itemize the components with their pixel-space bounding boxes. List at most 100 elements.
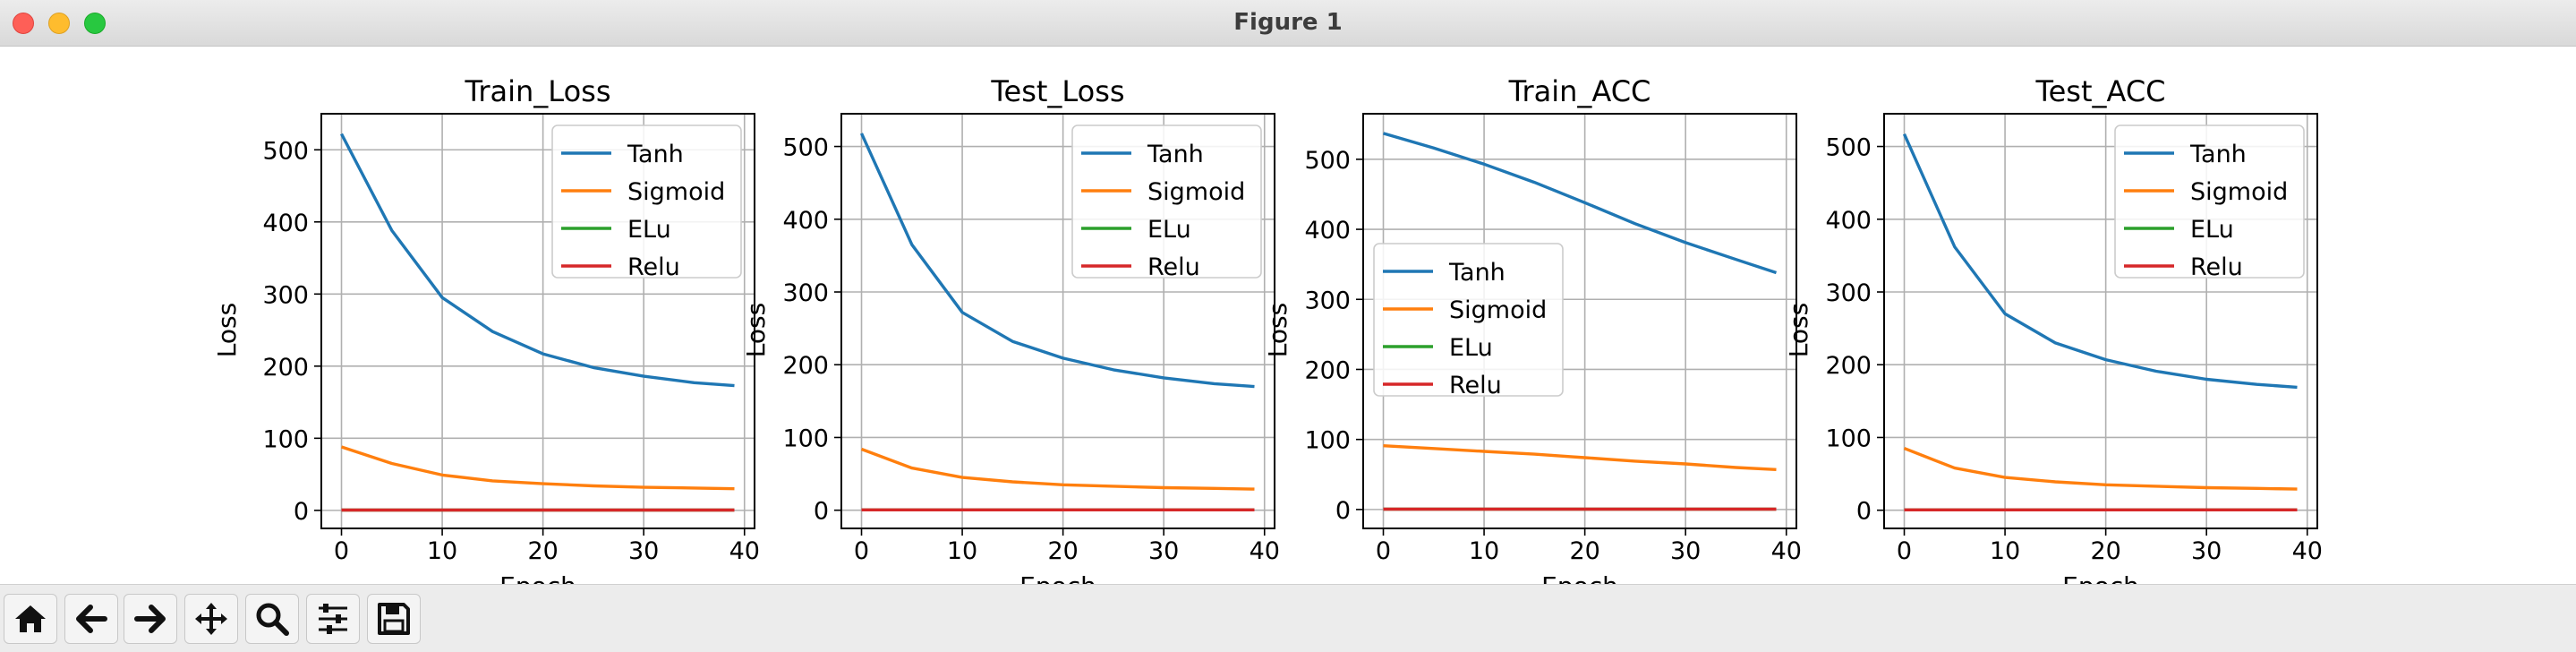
y-tick-label: 0: [294, 498, 309, 526]
y-tick-label: 100: [1304, 427, 1351, 455]
y-tick-label: 200: [1825, 352, 1872, 380]
y-tick-label: 400: [782, 207, 829, 235]
y-tick-label: 200: [782, 352, 829, 380]
x-tick-label: 0: [334, 537, 349, 565]
series-line-tanh: [1902, 133, 2298, 390]
legend-label-sigmoid: Sigmoid: [2190, 178, 2288, 206]
x-tick-label: 30: [628, 537, 659, 565]
magnifier-icon: [256, 603, 289, 636]
x-tick-label: 40: [2292, 537, 2323, 565]
legend-label-tanh: Tanh: [627, 141, 684, 168]
axes-frame: [1883, 113, 2318, 529]
x-tick-label: 20: [2090, 537, 2120, 565]
x-axis-label: Epoch: [2062, 571, 2139, 584]
legend: Tanh Sigmoid ELu Relu: [551, 124, 742, 281]
legend-label-elu: ELu: [627, 216, 671, 244]
floppy-disk-icon: [378, 603, 410, 635]
x-axis-label: Epoch: [499, 571, 576, 584]
y-tick-label: 400: [262, 210, 309, 237]
x-tick-label: 30: [1670, 537, 1701, 565]
minimize-window-button[interactable]: [48, 13, 70, 34]
sliders-icon: [319, 604, 347, 634]
maximize-window-button[interactable]: [84, 13, 106, 34]
legend-label-relu: Relu: [1449, 372, 1502, 399]
legend-label-relu: Relu: [1147, 253, 1200, 281]
series-line-tanh: [859, 133, 1255, 389]
x-tick-label: 30: [2191, 537, 2222, 565]
x-axis-label: Epoch: [1019, 571, 1096, 584]
home-icon: [15, 605, 46, 632]
series-line-sigmoid: [860, 447, 1255, 491]
x-tick-label: 0: [1376, 537, 1391, 565]
navigation-toolbar: [0, 584, 2576, 652]
arrow-left-icon: [76, 605, 107, 633]
legend-box: [1373, 243, 1564, 397]
x-axis-label: Epoch: [1541, 571, 1618, 584]
y-tick-label: 200: [262, 354, 309, 382]
configure-subplots-button[interactable]: [306, 594, 360, 644]
y-tick-label: 300: [262, 281, 309, 309]
legend-label-tanh: Tanh: [2189, 141, 2247, 168]
legend-label-tanh: Tanh: [1147, 141, 1204, 168]
y-tick-label: 0: [814, 498, 829, 526]
axes-frame: [320, 113, 755, 529]
y-tick-label: 100: [262, 425, 309, 453]
y-axis-label: Loss: [1784, 303, 1813, 357]
close-window-button[interactable]: [13, 13, 34, 34]
legend-label-elu: ELu: [2190, 216, 2234, 244]
x-tick-label: 40: [1771, 537, 1802, 565]
subplot-test-acc: 0102030400100200300400500Test_ACCEpochLo…: [1784, 74, 2323, 584]
y-tick-label: 500: [262, 137, 309, 165]
y-tick-label: 0: [1856, 498, 1872, 526]
y-axis-label: Loss: [1263, 303, 1292, 357]
legend-box: [2114, 124, 2305, 279]
pan-button[interactable]: [184, 594, 238, 644]
legend-label-relu: Relu: [627, 253, 680, 281]
x-tick-label: 10: [947, 537, 977, 565]
y-tick-label: 200: [1304, 356, 1351, 384]
figure-svg: 0102030400100200300400500Train_LossEpoch…: [212, 74, 2323, 584]
window-titlebar: Figure 1: [0, 0, 2576, 47]
legend: Tanh Sigmoid ELu Relu: [1373, 243, 1564, 399]
x-tick-label: 30: [1148, 537, 1179, 565]
x-tick-label: 10: [1469, 537, 1499, 565]
y-axis-label: Loss: [212, 303, 242, 357]
save-button[interactable]: [367, 594, 421, 644]
x-tick-label: 40: [729, 537, 760, 565]
subplot-title: Train_ACC: [1508, 74, 1651, 108]
y-tick-label: 500: [1825, 134, 1872, 162]
subplot-title: Test_Loss: [990, 74, 1124, 108]
y-tick-label: 500: [1304, 147, 1351, 175]
legend-label-relu: Relu: [2190, 253, 2243, 281]
legend: Tanh Sigmoid ELu Relu: [2114, 124, 2305, 281]
x-tick-label: 10: [427, 537, 457, 565]
forward-button[interactable]: [124, 594, 177, 644]
y-tick-label: 400: [1304, 217, 1351, 244]
x-tick-label: 20: [1047, 537, 1078, 565]
subplot-title: Test_ACC: [2034, 74, 2165, 108]
home-button[interactable]: [4, 594, 57, 644]
legend-box: [1071, 124, 1262, 279]
window-title: Figure 1: [1233, 9, 1343, 36]
subplot-test-loss: 0102030400100200300400500Test_LossEpochL…: [741, 74, 1280, 584]
subplot-train-loss: 0102030400100200300400500Train_LossEpoch…: [212, 74, 760, 584]
y-tick-label: 0: [1335, 497, 1351, 525]
y-tick-label: 300: [1304, 287, 1351, 314]
legend: Tanh Sigmoid ELu Relu: [1071, 124, 1262, 281]
legend-label-sigmoid: Sigmoid: [1449, 296, 1547, 324]
y-tick-label: 300: [1825, 279, 1872, 307]
back-button[interactable]: [64, 594, 118, 644]
series-line-sigmoid: [340, 445, 735, 491]
figure-canvas: 0102030400100200300400500Train_LossEpoch…: [0, 47, 2576, 584]
axes-frame: [840, 113, 1275, 529]
x-tick-label: 10: [1990, 537, 2020, 565]
y-tick-label: 100: [782, 425, 829, 452]
legend-label-tanh: Tanh: [1448, 259, 1506, 287]
subplot-title: Train_Loss: [465, 74, 611, 108]
zoom-button[interactable]: [245, 594, 299, 644]
series-line-sigmoid: [1903, 447, 2298, 491]
series-line-tanh: [1383, 132, 1778, 275]
legend-label-sigmoid: Sigmoid: [1147, 178, 1245, 206]
subplot-train-acc: 0102030400100200300400500Train_ACCEpochL…: [1263, 74, 1802, 584]
legend-label-elu: ELu: [1147, 216, 1191, 244]
